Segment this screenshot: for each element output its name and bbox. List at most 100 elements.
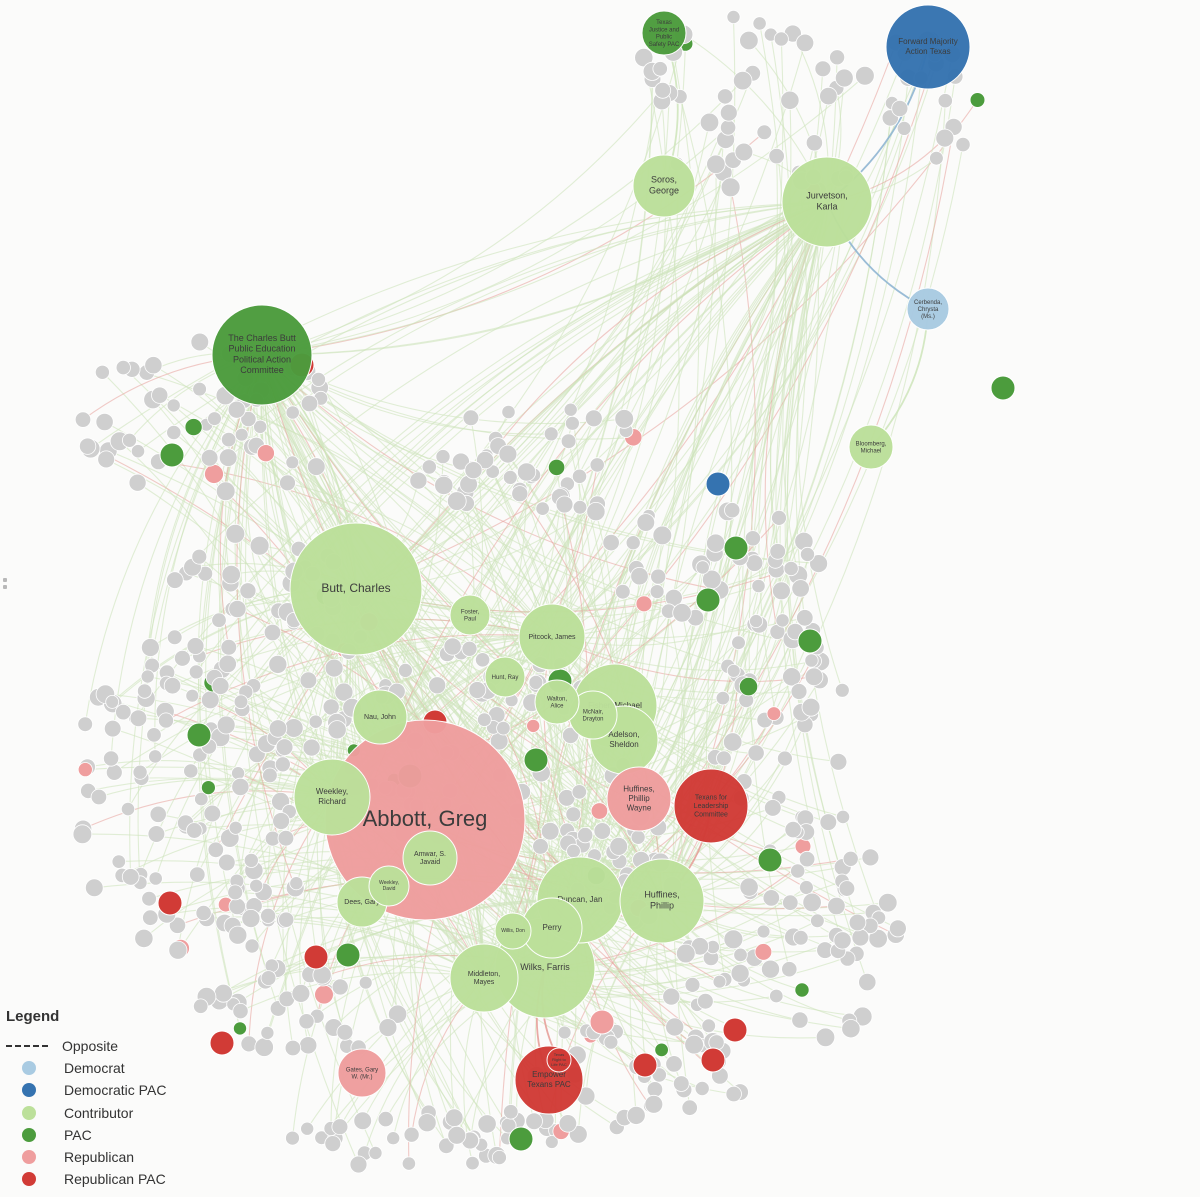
minor-node[interactable] (327, 720, 347, 740)
node-circle[interactable] (885, 4, 971, 90)
minor-node[interactable] (969, 92, 986, 108)
minor-node[interactable] (827, 896, 846, 916)
minor-node[interactable] (299, 1036, 318, 1055)
minor-node[interactable] (299, 671, 318, 690)
minor-node[interactable] (240, 1035, 258, 1053)
node-circle[interactable] (619, 858, 705, 944)
minor-node[interactable] (503, 1104, 519, 1120)
minor-node[interactable] (349, 1155, 368, 1174)
minor-node[interactable] (183, 763, 199, 779)
node-soros[interactable]: Soros, George (632, 154, 696, 218)
minor-node[interactable] (446, 491, 467, 511)
minor-node[interactable] (249, 535, 270, 556)
minor-node[interactable] (783, 560, 799, 577)
minor-node[interactable] (387, 1004, 408, 1024)
minor-pac-node[interactable] (523, 747, 549, 773)
node-circle[interactable] (337, 1048, 387, 1098)
minor-node[interactable] (151, 386, 169, 404)
minor-node[interactable] (650, 568, 667, 585)
minor-node[interactable] (262, 767, 278, 784)
node-huffines_p[interactable]: Huffines, Phillip (619, 858, 705, 944)
minor-node[interactable] (630, 829, 646, 845)
minor-node[interactable] (283, 718, 304, 738)
minor-node[interactable] (188, 664, 204, 680)
minor-node[interactable] (929, 150, 944, 166)
node-circle[interactable] (606, 766, 672, 832)
minor-node[interactable] (725, 1085, 742, 1103)
minor-node[interactable] (749, 614, 764, 629)
minor-node[interactable] (285, 1130, 300, 1146)
minor-node[interactable] (228, 599, 247, 619)
minor-node[interactable] (565, 806, 582, 823)
minor-node[interactable] (302, 738, 321, 757)
minor-node[interactable] (681, 1099, 698, 1116)
minor-node[interactable] (186, 637, 205, 655)
minor-node[interactable] (577, 826, 594, 844)
minor-node[interactable] (200, 448, 219, 467)
minor-node[interactable] (228, 820, 243, 835)
minor-node[interactable] (634, 47, 654, 68)
minor-node[interactable] (675, 943, 696, 964)
minor-node[interactable] (285, 455, 300, 470)
minor-node[interactable] (401, 1156, 416, 1171)
minor-node[interactable] (723, 732, 743, 752)
node-circle[interactable] (368, 865, 410, 907)
minor-node[interactable] (491, 1150, 507, 1166)
minor-pac-node[interactable] (722, 1017, 748, 1043)
minor-node[interactable] (324, 658, 344, 678)
minor-node[interactable] (810, 913, 825, 929)
minor-node[interactable] (695, 560, 710, 575)
minor-node[interactable] (105, 695, 120, 709)
node-walton[interactable]: Walton, Alice (534, 679, 580, 725)
minor-node[interactable] (218, 448, 238, 467)
node-bloomberg[interactable]: Bloomberg, Michael (848, 424, 894, 470)
minor-node[interactable] (747, 744, 765, 762)
minor-node[interactable] (465, 1155, 480, 1171)
minor-node[interactable] (775, 613, 790, 628)
node-butt[interactable]: Butt, Charles (289, 522, 423, 656)
minor-node[interactable] (163, 677, 182, 695)
minor-node[interactable] (571, 784, 588, 800)
minor-node[interactable] (547, 458, 566, 476)
minor-node[interactable] (129, 709, 148, 727)
minor-node[interactable] (716, 88, 734, 105)
minor-node[interactable] (829, 49, 846, 66)
minor-node[interactable] (308, 714, 323, 729)
minor-node[interactable] (766, 706, 782, 721)
minor-node[interactable] (772, 581, 791, 601)
minor-node[interactable] (701, 1018, 716, 1034)
minor-node[interactable] (461, 640, 478, 657)
minor-node[interactable] (511, 485, 529, 503)
minor-node[interactable] (665, 1017, 685, 1037)
minor-node[interactable] (103, 750, 120, 767)
minor-node[interactable] (699, 112, 720, 133)
minor-node[interactable] (716, 750, 732, 766)
minor-node[interactable] (819, 813, 838, 831)
minor-node[interactable] (754, 943, 773, 961)
minor-node[interactable] (279, 474, 296, 492)
minor-node[interactable] (649, 584, 665, 599)
minor-node[interactable] (842, 850, 859, 867)
minor-node[interactable] (769, 988, 784, 1004)
node-circle[interactable] (673, 768, 749, 844)
minor-node[interactable] (809, 554, 828, 573)
minor-node[interactable] (274, 756, 291, 773)
minor-node[interactable] (544, 1135, 559, 1149)
minor-node[interactable] (444, 1108, 464, 1127)
minor-node[interactable] (336, 1023, 354, 1041)
minor-node[interactable] (768, 147, 785, 165)
minor-node[interactable] (861, 848, 880, 867)
minor-node[interactable] (207, 411, 222, 426)
minor-node[interactable] (211, 612, 227, 628)
minor-node[interactable] (185, 688, 200, 703)
minor-node[interactable] (565, 415, 580, 431)
node-middleton[interactable]: Middleton, Mayes (449, 943, 519, 1013)
minor-node[interactable] (557, 1025, 572, 1040)
minor-node[interactable] (213, 983, 233, 1003)
minor-node[interactable] (672, 603, 692, 623)
minor-node[interactable] (260, 907, 277, 924)
minor-node[interactable] (474, 652, 491, 668)
minor-node[interactable] (784, 820, 802, 839)
node-gates[interactable]: Gates, Gary W. (Mr.) (337, 1048, 387, 1098)
minor-node[interactable] (149, 805, 167, 823)
